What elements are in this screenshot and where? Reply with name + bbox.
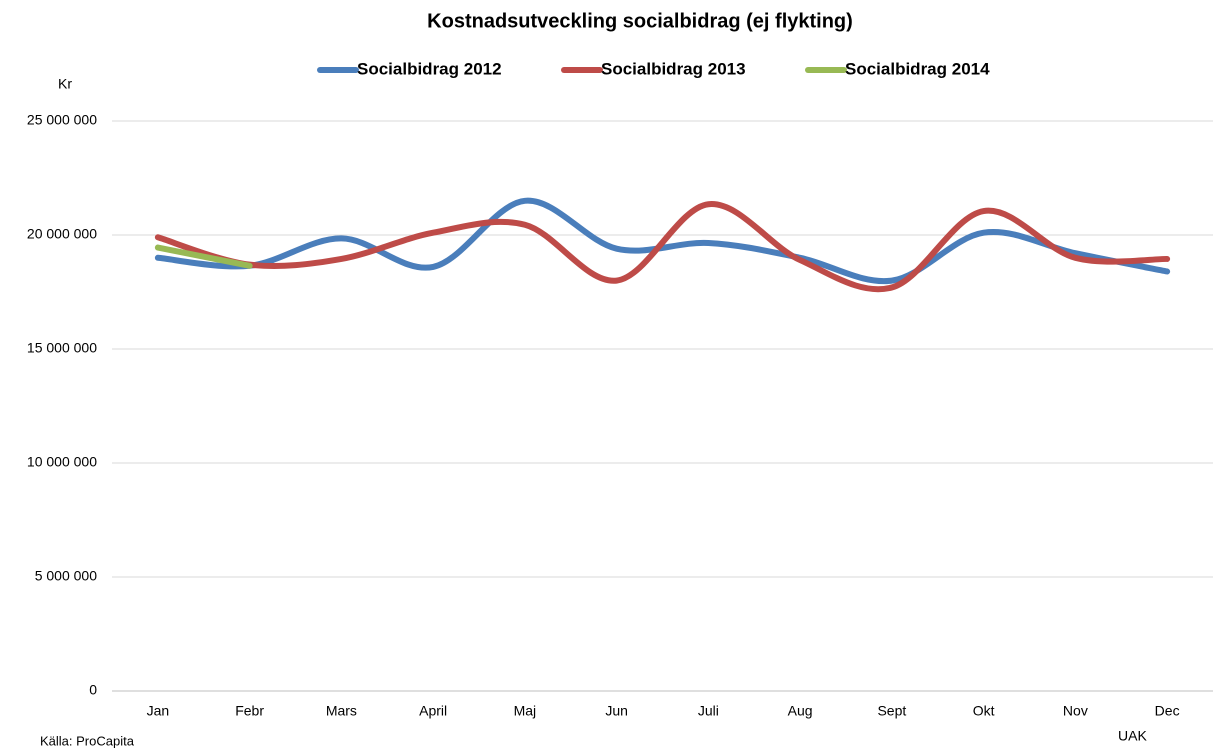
x-tick-label: Okt xyxy=(973,703,995,719)
x-tick-label: Febr xyxy=(235,703,264,719)
legend-label: Socialbidrag 2012 xyxy=(357,59,502,78)
x-tick-label: Nov xyxy=(1063,703,1088,719)
chart-title: Kostnadsutveckling socialbidrag (ej flyk… xyxy=(427,10,853,32)
x-tick-label: Maj xyxy=(514,703,537,719)
series-line xyxy=(154,201,1171,293)
series-line xyxy=(154,197,1171,285)
y-tick-label: 0 xyxy=(89,682,97,698)
x-tick-label: April xyxy=(419,703,447,719)
x-tick-label: Aug xyxy=(788,703,813,719)
x-tick-label: Jun xyxy=(605,703,628,719)
x-tick-label: Jan xyxy=(147,703,170,719)
y-tick-label: 20 000 000 xyxy=(27,226,97,242)
note: UAK xyxy=(1118,728,1147,744)
y-tick-label: 25 000 000 xyxy=(27,112,97,128)
legend-label: Socialbidrag 2014 xyxy=(845,59,990,78)
y-tick-label: 15 000 000 xyxy=(27,340,97,356)
series-line xyxy=(154,244,253,269)
y-tick-label: 5 000 000 xyxy=(35,568,97,584)
x-tick-label: Dec xyxy=(1155,703,1180,719)
source: Källa: ProCapita xyxy=(40,733,135,748)
x-tick-label: Sept xyxy=(877,703,906,719)
x-tick-label: Juli xyxy=(698,703,719,719)
x-tick-label: Mars xyxy=(326,703,357,719)
legend-label: Socialbidrag 2013 xyxy=(601,59,746,78)
y-tick-label: 10 000 000 xyxy=(27,454,97,470)
y-axis-label: Kr xyxy=(58,76,72,92)
